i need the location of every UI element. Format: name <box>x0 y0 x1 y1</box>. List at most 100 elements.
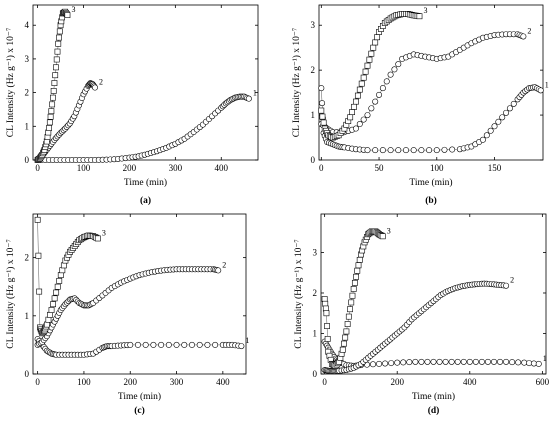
data-point <box>400 359 407 366</box>
data-point <box>515 359 522 366</box>
x-tick-label: 300 <box>170 377 184 387</box>
data-point <box>181 341 188 348</box>
data-point <box>347 306 353 313</box>
x-axis-label: Time (min) <box>124 177 167 188</box>
data-point <box>495 118 502 125</box>
data-point <box>472 358 479 365</box>
data-point <box>351 103 357 110</box>
data-point <box>410 147 417 154</box>
data-point <box>322 305 329 312</box>
data-point <box>48 307 55 313</box>
data-point <box>433 147 440 154</box>
series-label: 1 <box>253 89 257 98</box>
data-point <box>503 358 510 365</box>
data-point <box>395 147 402 154</box>
series-label: 1 <box>545 80 549 89</box>
data-point <box>91 84 98 91</box>
data-series: 2 <box>321 276 514 375</box>
data-point <box>424 358 431 365</box>
data-point <box>46 125 52 131</box>
series-label: 3 <box>423 6 427 15</box>
panel-label: (a) <box>140 195 151 206</box>
data-point <box>43 321 50 328</box>
data-point <box>491 123 498 130</box>
y-tick-label: 2 <box>25 253 30 263</box>
data-point <box>52 72 59 79</box>
y-tick-label: 0 <box>25 369 30 379</box>
data-point <box>56 34 62 41</box>
data-point <box>321 296 328 302</box>
series-label: 2 <box>222 260 226 269</box>
data-point <box>483 132 490 139</box>
data-point <box>376 91 383 98</box>
x-tick-label: 50 <box>375 163 385 173</box>
data-point <box>355 262 362 269</box>
data-point <box>351 279 358 286</box>
data-series: 1 <box>318 80 549 154</box>
data-point <box>391 66 398 73</box>
data-point <box>537 87 544 94</box>
data-point <box>418 147 425 154</box>
y-tick-label: 2 <box>313 288 318 298</box>
x-tick-label: 0 <box>319 163 324 173</box>
data-point <box>49 101 56 108</box>
data-series: 3 <box>318 6 427 141</box>
data-point <box>48 108 55 115</box>
data-point <box>349 292 356 299</box>
data-point <box>142 341 149 348</box>
data-point <box>490 358 497 365</box>
data-point <box>245 95 252 102</box>
data-point <box>356 257 363 263</box>
data-series: 3 <box>321 226 391 369</box>
y-tick-label: 0 <box>311 155 316 165</box>
data-point <box>215 267 222 274</box>
data-point <box>395 61 402 68</box>
data-point <box>379 147 386 154</box>
data-point <box>418 358 425 365</box>
data-point <box>344 321 351 327</box>
data-point <box>387 71 394 78</box>
y-axis-label: CL Intensity (Hz g⁻¹) x 10⁻⁷ <box>293 239 304 349</box>
data-point <box>46 119 53 126</box>
data-point <box>323 310 330 317</box>
data-point <box>535 360 542 367</box>
data-point <box>442 358 449 365</box>
data-point <box>345 313 352 320</box>
plot-frame <box>320 213 547 375</box>
y-tick-label: 4 <box>25 20 30 30</box>
x-axis-label: Time (min) <box>409 177 452 188</box>
data-point <box>387 147 394 154</box>
series-label: 1 <box>245 336 249 345</box>
series-line <box>324 231 383 367</box>
panel-label: (c) <box>134 405 145 416</box>
data-point <box>348 299 355 306</box>
data-point <box>318 85 325 92</box>
data-point <box>388 360 395 367</box>
data-point <box>364 112 371 119</box>
series-label: 3 <box>71 5 75 14</box>
data-point <box>165 341 172 348</box>
data-point <box>354 92 361 99</box>
data-point <box>510 100 517 107</box>
data-point <box>503 109 510 116</box>
data-point <box>368 105 375 112</box>
data-point <box>449 146 456 153</box>
data-point <box>56 278 63 284</box>
data-point <box>379 85 386 92</box>
data-point <box>487 127 494 134</box>
y-tick-label: 0 <box>25 155 30 165</box>
x-tick-label: 200 <box>123 163 137 173</box>
data-point <box>47 113 54 120</box>
series-label: 1 <box>543 354 547 363</box>
data-point <box>212 341 219 348</box>
data-point <box>454 358 461 365</box>
data-point <box>347 114 354 121</box>
data-point <box>383 78 390 85</box>
data-point <box>370 361 377 368</box>
data-point <box>36 288 43 295</box>
y-tick-label: 2 <box>25 88 30 98</box>
data-point <box>394 359 401 366</box>
data-point <box>319 113 326 120</box>
data-point <box>158 341 165 348</box>
